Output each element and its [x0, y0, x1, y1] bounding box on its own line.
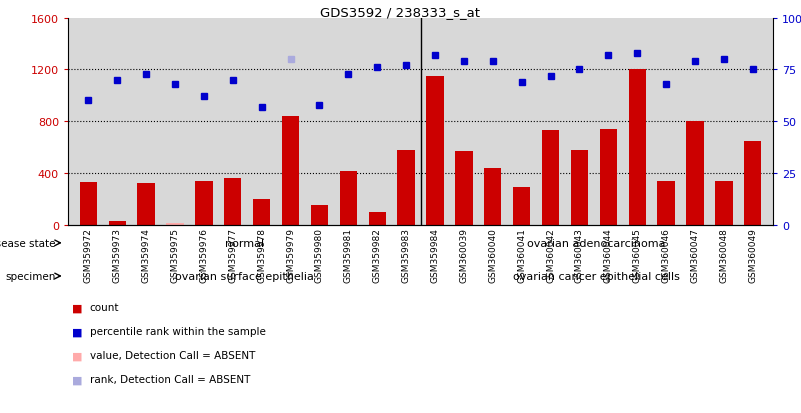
Bar: [541, 131, 559, 225]
Text: ovarian cancer epithelial cells: ovarian cancer epithelial cells: [513, 271, 680, 281]
Text: specimen: specimen: [6, 271, 56, 281]
Bar: [195, 181, 212, 225]
Bar: [744, 141, 762, 225]
Text: ■: ■: [72, 327, 83, 337]
Text: count: count: [90, 303, 119, 313]
Text: ■: ■: [72, 351, 83, 361]
Text: ■: ■: [72, 375, 83, 385]
Bar: [167, 224, 183, 225]
Text: value, Detection Call = ABSENT: value, Detection Call = ABSENT: [90, 351, 255, 361]
Bar: [253, 199, 270, 225]
Text: GDS3592 / 238333_s_at: GDS3592 / 238333_s_at: [320, 6, 481, 19]
Bar: [426, 77, 444, 225]
Bar: [629, 70, 646, 225]
Text: ovarian surface epithelia: ovarian surface epithelia: [175, 271, 314, 281]
Bar: [224, 178, 241, 225]
Text: ■: ■: [72, 303, 83, 313]
Bar: [311, 206, 328, 225]
Bar: [455, 152, 473, 225]
Bar: [484, 169, 501, 225]
Text: percentile rank within the sample: percentile rank within the sample: [90, 327, 266, 337]
Bar: [368, 212, 386, 225]
Bar: [282, 116, 300, 225]
Bar: [571, 150, 588, 225]
Text: rank, Detection Call = ABSENT: rank, Detection Call = ABSENT: [90, 375, 250, 385]
Text: ovarian adenocarcinoma: ovarian adenocarcinoma: [528, 238, 666, 248]
Bar: [600, 130, 617, 225]
Bar: [138, 184, 155, 225]
Bar: [658, 181, 674, 225]
Bar: [340, 171, 357, 225]
Bar: [108, 221, 126, 225]
Text: disease state: disease state: [0, 238, 56, 248]
Bar: [397, 150, 415, 225]
Text: normal: normal: [225, 238, 264, 248]
Bar: [715, 181, 733, 225]
Bar: [686, 122, 703, 225]
Bar: [79, 183, 97, 225]
Bar: [513, 188, 530, 225]
